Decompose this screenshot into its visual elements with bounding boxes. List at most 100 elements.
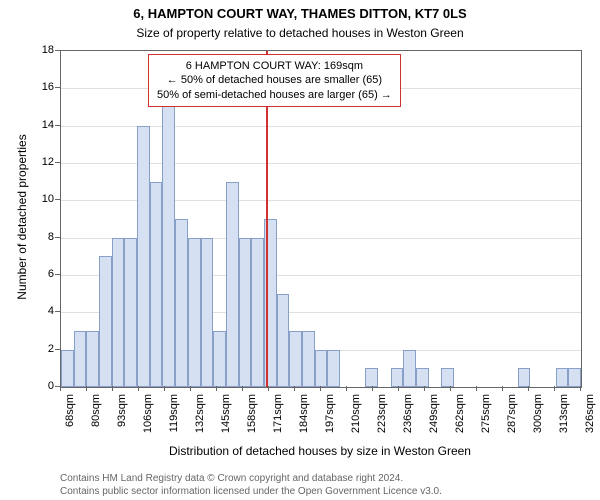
x-tick-mark	[424, 386, 425, 391]
y-axis-label: Number of detached properties	[15, 49, 29, 385]
annotation-line-3: 50% of semi-detached houses are larger (…	[157, 88, 392, 102]
x-tick-label: 262sqm	[454, 394, 466, 433]
y-tick-label: 18	[32, 44, 54, 56]
x-tick-label: 275sqm	[480, 394, 492, 433]
histogram-bar	[150, 182, 163, 387]
histogram-bar	[391, 368, 404, 387]
annotation-line-2: ← 50% of detached houses are smaller (65…	[157, 73, 392, 87]
x-tick-label: 223sqm	[376, 394, 388, 433]
histogram-bar	[137, 126, 150, 387]
x-tick-mark	[398, 386, 399, 391]
x-tick-mark	[138, 386, 139, 391]
histogram-chart: 6, HAMPTON COURT WAY, THAMES DITTON, KT7…	[0, 0, 600, 500]
x-tick-label: 313sqm	[558, 394, 570, 433]
footer-line-1: Contains HM Land Registry data © Crown c…	[60, 472, 442, 485]
x-tick-label: 68sqm	[64, 394, 76, 427]
y-tick-label: 6	[32, 268, 54, 280]
histogram-bar	[239, 238, 252, 387]
histogram-bar	[365, 368, 378, 387]
y-tick-label: 16	[32, 81, 54, 93]
x-tick-label: 210sqm	[350, 394, 362, 433]
x-tick-label: 93sqm	[116, 394, 128, 427]
histogram-bar	[74, 331, 87, 387]
histogram-bar	[188, 238, 201, 387]
histogram-bar	[124, 238, 137, 387]
histogram-bar	[226, 182, 239, 387]
histogram-bar	[277, 294, 290, 387]
x-tick-label: 197sqm	[324, 394, 336, 433]
y-tick-label: 10	[32, 193, 54, 205]
histogram-bar	[251, 238, 264, 387]
y-tick-label: 4	[32, 305, 54, 317]
histogram-bar	[162, 88, 175, 387]
y-tick-mark	[55, 237, 60, 238]
y-tick-label: 0	[32, 380, 54, 392]
x-tick-mark	[502, 386, 503, 391]
x-tick-mark	[112, 386, 113, 391]
histogram-bar	[568, 368, 581, 387]
x-tick-label: 326sqm	[584, 394, 596, 433]
x-tick-label: 171sqm	[272, 394, 284, 433]
y-tick-label: 12	[32, 156, 54, 168]
x-axis-label: Distribution of detached houses by size …	[60, 444, 580, 458]
y-tick-mark	[55, 162, 60, 163]
histogram-bar	[327, 350, 340, 387]
x-tick-mark	[450, 386, 451, 391]
x-tick-label: 236sqm	[402, 394, 414, 433]
y-tick-mark	[55, 311, 60, 312]
x-tick-mark	[242, 386, 243, 391]
chart-title-sub: Size of property relative to detached ho…	[0, 26, 600, 40]
x-tick-mark	[268, 386, 269, 391]
histogram-bar	[302, 331, 315, 387]
y-tick-mark	[55, 50, 60, 51]
histogram-bar	[289, 331, 302, 387]
y-tick-mark	[55, 125, 60, 126]
histogram-bar	[416, 368, 429, 387]
x-tick-mark	[216, 386, 217, 391]
histogram-bar	[201, 238, 214, 387]
chart-title-main: 6, HAMPTON COURT WAY, THAMES DITTON, KT7…	[0, 6, 600, 21]
histogram-bar	[213, 331, 226, 387]
annotation-line-1: 6 HAMPTON COURT WAY: 169sqm	[157, 59, 392, 73]
histogram-bar	[175, 219, 188, 387]
x-tick-mark	[372, 386, 373, 391]
x-tick-label: 80sqm	[90, 394, 102, 427]
x-tick-label: 145sqm	[220, 394, 232, 433]
x-tick-mark	[476, 386, 477, 391]
histogram-bar	[99, 256, 112, 387]
x-tick-mark	[554, 386, 555, 391]
histogram-bar	[441, 368, 454, 387]
footer-attribution: Contains HM Land Registry data © Crown c…	[60, 472, 442, 498]
x-tick-label: 132sqm	[194, 394, 206, 433]
footer-line-2: Contains public sector information licen…	[60, 485, 442, 498]
x-tick-label: 184sqm	[298, 394, 310, 433]
x-tick-mark	[320, 386, 321, 391]
x-tick-mark	[294, 386, 295, 391]
y-tick-mark	[55, 349, 60, 350]
histogram-bar	[556, 368, 569, 387]
x-tick-mark	[528, 386, 529, 391]
histogram-bar	[112, 238, 125, 387]
histogram-bar	[86, 331, 99, 387]
x-tick-label: 106sqm	[142, 394, 154, 433]
y-tick-mark	[55, 87, 60, 88]
x-tick-mark	[346, 386, 347, 391]
annotation-box: 6 HAMPTON COURT WAY: 169sqm ← 50% of det…	[148, 54, 401, 107]
y-tick-label: 8	[32, 231, 54, 243]
y-tick-mark	[55, 274, 60, 275]
x-tick-mark	[164, 386, 165, 391]
y-tick-label: 14	[32, 119, 54, 131]
x-tick-label: 249sqm	[428, 394, 440, 433]
histogram-bar	[61, 350, 74, 387]
x-tick-label: 287sqm	[506, 394, 518, 433]
x-tick-mark	[86, 386, 87, 391]
x-tick-label: 158sqm	[246, 394, 258, 433]
x-tick-mark	[60, 386, 61, 391]
x-tick-mark	[190, 386, 191, 391]
histogram-bar	[518, 368, 531, 387]
y-tick-mark	[55, 199, 60, 200]
x-tick-label: 119sqm	[168, 394, 180, 432]
y-tick-label: 2	[32, 343, 54, 355]
x-tick-mark	[580, 386, 581, 391]
x-tick-label: 300sqm	[532, 394, 544, 433]
